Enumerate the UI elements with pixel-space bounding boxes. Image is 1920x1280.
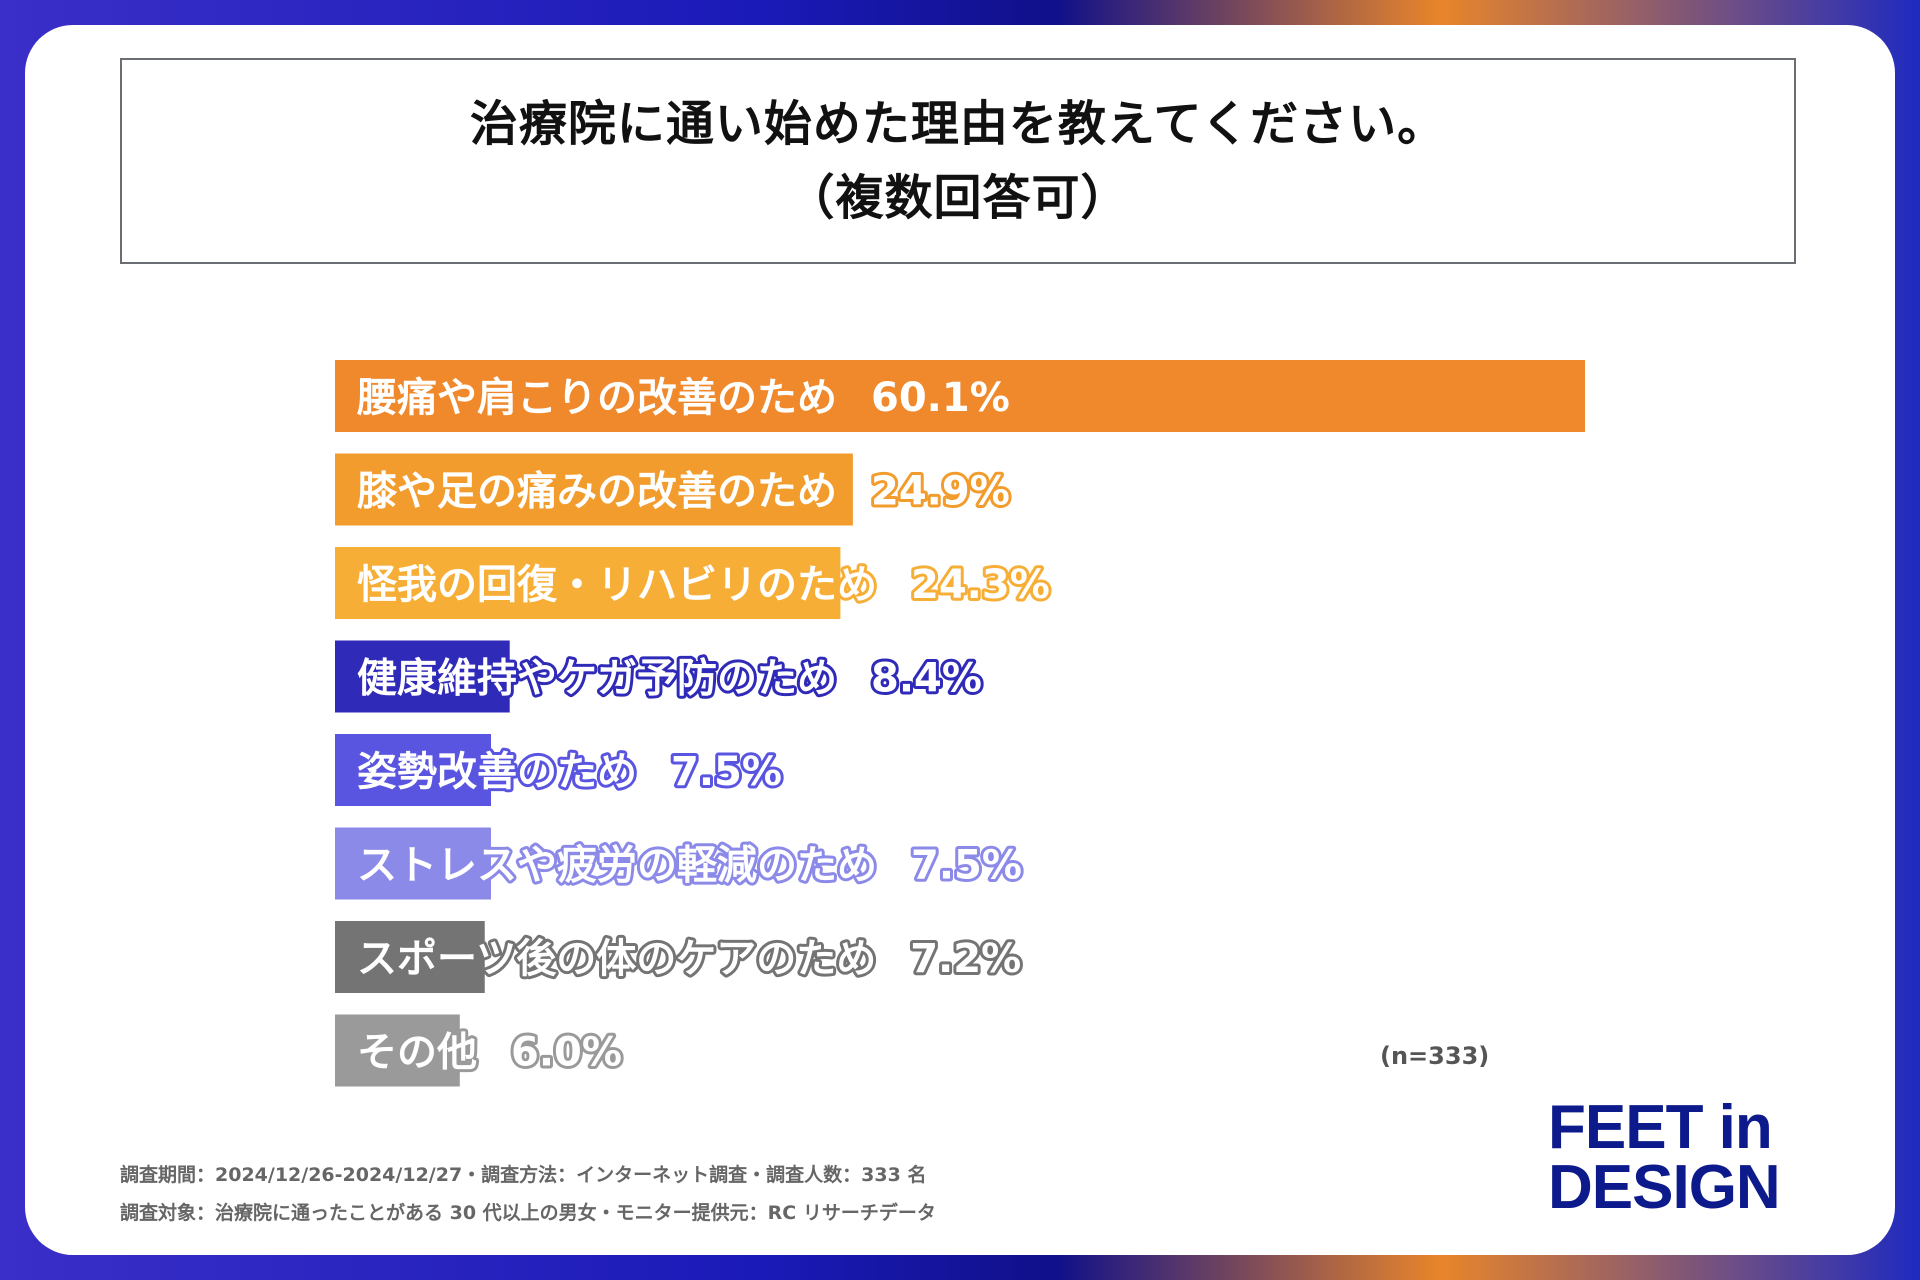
value-label-4: 7.5% xyxy=(671,749,782,795)
bar-label-2: 怪我の回復・リハビリのため 24.3% xyxy=(357,562,1050,608)
bar-0 xyxy=(335,360,1585,432)
title-box: 治療院に通い始めた理由を教えてください。 （複数回答可） xyxy=(120,58,1796,264)
bar-2 xyxy=(335,547,841,619)
value-label-2: 24.3% xyxy=(911,562,1050,608)
value-label-1: 24.9% xyxy=(871,469,1010,515)
category-label-4: 姿勢改善のため xyxy=(357,749,637,795)
value-label-6: 7.2% xyxy=(910,936,1021,982)
bar-label-1: 膝や足の痛みの改善のため 24.9% xyxy=(357,469,1010,515)
bar-5 xyxy=(335,827,491,900)
bar-label-5: ストレスや疲労の軽減のため 7.5% xyxy=(357,843,1022,889)
footnote-survey-target: 調査対象：治療院に通ったことがある 30 代以上の男女・モニター提供元：RC リ… xyxy=(120,1202,936,1224)
category-label-1: 膝や足の痛みの改善のため xyxy=(357,469,837,515)
bar-3 xyxy=(335,640,510,713)
bar-7 xyxy=(335,1014,460,1087)
bar-6 xyxy=(335,921,485,993)
category-label-3: 健康維持やケガ予防のため xyxy=(357,656,837,702)
brand-logo: FEET in DESIGN xyxy=(1548,1093,1781,1222)
bar-label-3: 健康維持やケガ予防のため 8.4% xyxy=(357,656,982,702)
value-label-5: 7.5% xyxy=(911,843,1022,889)
category-label-7: その他 xyxy=(357,1030,477,1076)
chart-subtitle: （複数回答可） xyxy=(786,170,1130,226)
chart-title: 治療院に通い始めた理由を教えてください。 xyxy=(469,96,1447,152)
bar-label-7: その他 6.0% xyxy=(357,1030,622,1076)
category-label-0: 腰痛や肩こりの改善のため xyxy=(356,375,837,421)
bar-label-6: スポーツ後の体のケアのため 7.2% xyxy=(357,936,1021,982)
logo-line1: FEET in xyxy=(1548,1093,1773,1162)
category-label-6: スポーツ後の体のケアのため xyxy=(357,936,876,982)
footnote-survey-period: 調査期間：2024/12/26-2024/12/27・調査方法：インターネット調… xyxy=(120,1164,927,1186)
sample-size-label: (n=333) xyxy=(1380,1042,1490,1070)
value-label-0: 60.1% xyxy=(871,375,1010,421)
value-label-3: 8.4% xyxy=(871,656,982,702)
value-label-7: 6.0% xyxy=(511,1030,622,1076)
category-label-2: 怪我の回復・リハビリのため xyxy=(357,562,877,608)
bar-label-0: 腰痛や肩こりの改善のため 60.1% xyxy=(356,375,1010,421)
category-label-5: ストレスや疲労の軽減のため xyxy=(357,843,877,889)
bar-1 xyxy=(335,453,853,526)
logo-line2: DESIGN xyxy=(1548,1153,1781,1222)
bar-4 xyxy=(335,734,491,806)
bar-label-4: 姿勢改善のため 7.5% xyxy=(357,749,782,795)
